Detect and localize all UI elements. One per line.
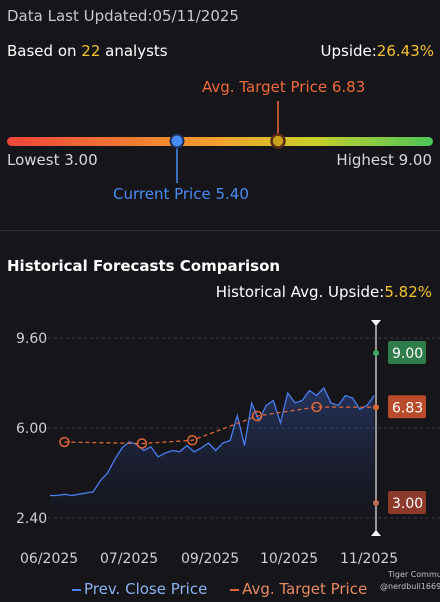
end-marker-dot: [373, 350, 379, 356]
target-point: [59, 436, 70, 448]
legend-price-label: Prev. Close Price: [84, 580, 208, 598]
target-point: [187, 435, 198, 446]
historical-upside-value: 5.82%: [384, 283, 432, 301]
historical-upside: Historical Avg. Upside:5.82%: [216, 283, 432, 301]
x-tick-label: 11/2025: [340, 551, 398, 567]
range-bottom-arrow: [371, 530, 381, 536]
legend-price-swatch: [72, 588, 81, 591]
current-marker: [169, 133, 185, 149]
x-tick-label: 09/2025: [181, 551, 239, 567]
highest-label: Highest 9.00: [336, 151, 432, 169]
range-gradient-track: [7, 137, 433, 146]
target-marker: [270, 133, 286, 149]
based-prefix: Based on: [7, 42, 82, 60]
target-point: [251, 410, 263, 422]
x-tick-label: 07/2025: [100, 551, 158, 567]
end-marker-label: 3.00: [392, 496, 423, 512]
end-marker-badge: [388, 341, 426, 364]
historical-upside-label: Historical Avg. Upside:: [215, 283, 385, 301]
legend-price[interactable]: Prev. Close Price: [72, 580, 207, 598]
legend-target-label: Avg. Target Price: [242, 580, 368, 598]
last-updated-date: 05/11/2025: [152, 7, 239, 25]
price-area: [50, 388, 375, 518]
chart-legend: Prev. Close Price Avg. Target Price: [72, 580, 385, 598]
historical-chart: 9.60 6.00 2.40 06/2025 07/2025 09/2025 10/2025…: [16, 320, 440, 567]
section-divider: [0, 230, 440, 231]
target-line: [64, 406, 377, 445]
based-suffix: analysts: [100, 42, 168, 60]
upside-value: 26.43%: [376, 42, 434, 60]
y-tick-label: 2.40: [16, 511, 47, 527]
end-marker-label: 6.83: [392, 400, 423, 416]
target-point: [311, 401, 322, 413]
lowest-label: Lowest 3.00: [7, 151, 98, 169]
end-marker-dot: [373, 404, 379, 411]
x-tick-label: 10/2025: [260, 551, 318, 567]
historical-title: Historical Forecasts Comparison: [7, 257, 281, 275]
analyst-count: 22: [81, 42, 101, 60]
end-marker-badge: [388, 491, 426, 514]
end-marker-label: 9.00: [392, 346, 423, 362]
legend-target[interactable]: Avg. Target Price: [230, 580, 367, 598]
watermark: Tiger Community @nerdbull1669: [368, 570, 440, 591]
upside-text: Upside:26.43%: [321, 42, 435, 60]
last-updated: Data Last Updated:05/11/2025: [7, 7, 239, 25]
end-marker-dot: [373, 500, 379, 506]
analyst-count-text: Based on 22 analysts: [7, 42, 168, 60]
end-marker-badge: [388, 395, 426, 419]
legend-target-swatch: [230, 588, 240, 591]
price-line: [50, 386, 375, 497]
avg-target-label: Avg. Target Price 6.83: [202, 78, 366, 96]
range-top-arrow: [371, 320, 381, 326]
y-tick-label: 9.60: [16, 331, 47, 347]
price-range-bar: [7, 101, 433, 183]
x-tick-label: 06/2025: [20, 551, 78, 567]
last-updated-label: Data Last Updated:: [7, 7, 153, 25]
current-price-label: Current Price 5.40: [113, 185, 249, 203]
watermark-brand: Tiger Community: [388, 570, 440, 579]
watermark-user: @nerdbull1669: [380, 582, 440, 591]
upside-label: Upside:: [320, 42, 377, 60]
y-tick-label: 6.00: [16, 421, 47, 437]
target-point: [136, 438, 148, 449]
